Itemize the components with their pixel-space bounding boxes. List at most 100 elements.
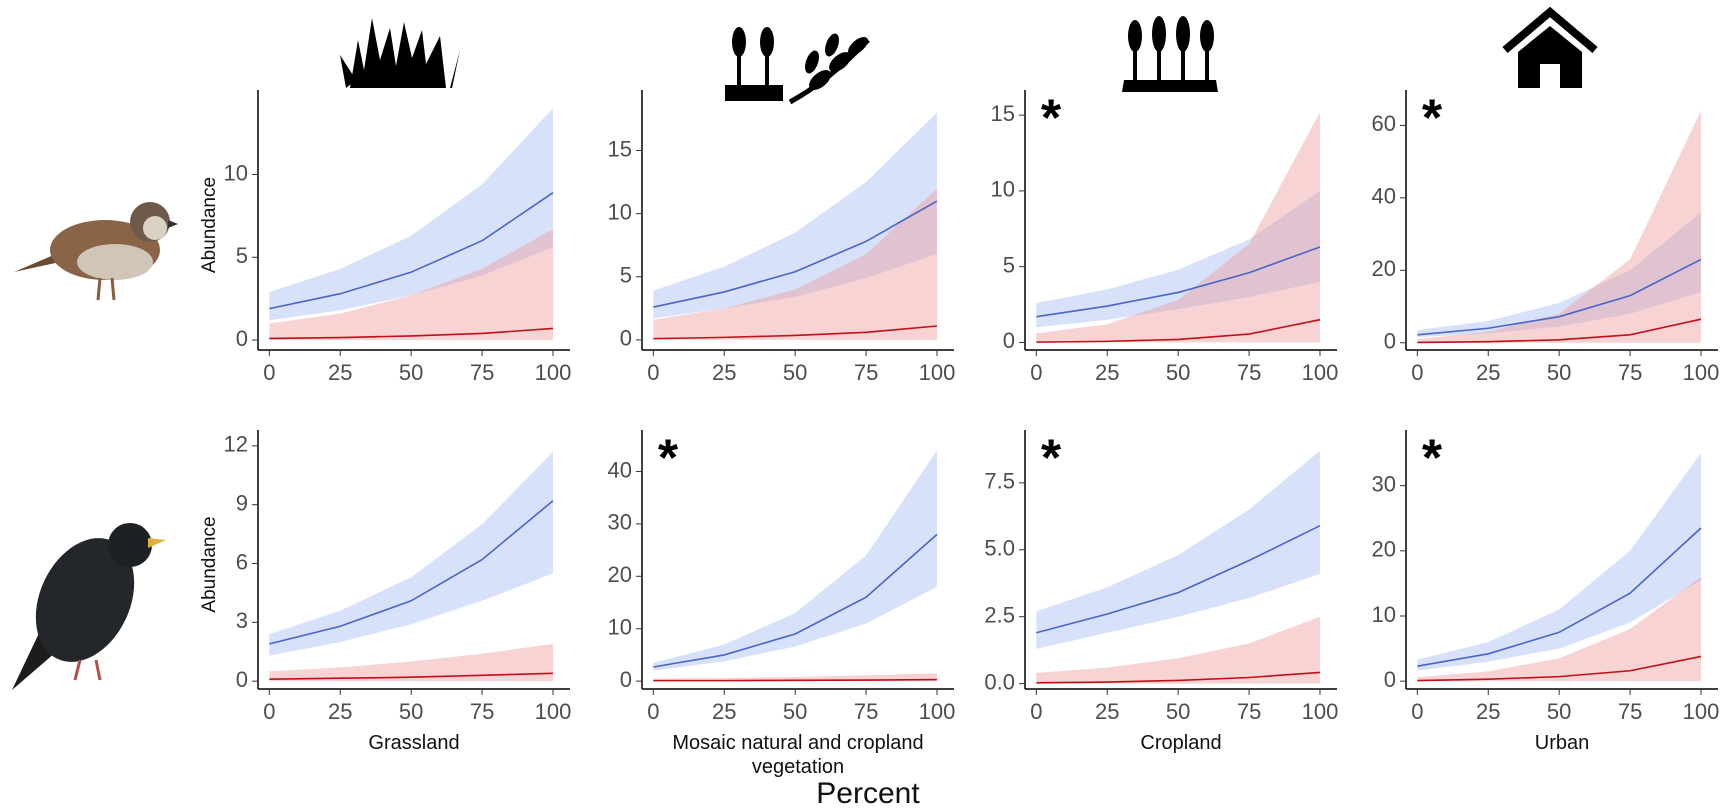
y-tick-label: 0 [620, 667, 632, 692]
x-axis-label: Cropland [1140, 732, 1222, 754]
y-tick-label: 30 [608, 510, 632, 535]
house-icon [1502, 6, 1598, 88]
x-tick-label: 25 [712, 699, 736, 724]
y-tick-label: 2.5 [984, 603, 1015, 628]
x-tick-label: 50 [1166, 360, 1190, 385]
confidence-band [1417, 212, 1701, 338]
fit-line [1417, 318, 1702, 344]
y-tick-label: 60 [1372, 111, 1396, 136]
y-tick-label: 5 [1003, 252, 1015, 277]
confidence-band [653, 112, 937, 319]
sparrow-image [14, 202, 178, 301]
confidence-band [653, 450, 937, 671]
y-tick-label: 5 [236, 243, 248, 268]
x-tick-label: 0 [1411, 360, 1423, 385]
x-tick-label: 75 [1618, 360, 1642, 385]
fit-line [1417, 655, 1702, 682]
x-tick-label: 0 [1411, 699, 1423, 724]
x-tick-label: 50 [783, 699, 807, 724]
y-tick-label: 15 [608, 136, 632, 161]
crop-leaf-icon [725, 27, 870, 105]
fit-line [269, 327, 554, 340]
y-tick-label: 15 [991, 101, 1015, 126]
x-tick-label: 75 [1237, 360, 1261, 385]
x-axis-label: Urban [1534, 732, 1590, 754]
x-tick-label: 100 [535, 699, 572, 724]
y-tick-label: 0 [620, 326, 632, 351]
y-tick-label: 40 [1372, 184, 1396, 209]
y-tick-label: 0 [1384, 667, 1396, 692]
confidence-band [1036, 616, 1320, 684]
x-tick-label: 50 [1547, 699, 1571, 724]
grass-icon [340, 18, 460, 88]
y-tick-label: 0 [1003, 328, 1015, 353]
starling-image [12, 523, 166, 690]
confidence-band [1417, 576, 1701, 682]
x-tick-label: 0 [263, 360, 275, 385]
cropland-icon [1122, 16, 1218, 92]
fit-line [269, 672, 554, 680]
x-tick-label: 75 [1237, 699, 1261, 724]
x-axis-label: Grassland [368, 732, 460, 754]
y-tick-label: 0 [236, 667, 248, 692]
y-axis-title: Abundance [199, 516, 220, 612]
x-tick-label: 100 [1302, 699, 1339, 724]
y-tick-label: 12 [224, 432, 248, 457]
x-tick-label: 0 [1030, 699, 1042, 724]
fit-line [1036, 524, 1321, 634]
y-tick-label: 5 [620, 263, 632, 288]
fit-line [269, 500, 554, 645]
significance-mark: * [1422, 90, 1443, 148]
y-tick-label: 6 [236, 549, 248, 574]
y-tick-label: 0 [236, 326, 248, 351]
fit-line [1036, 318, 1321, 343]
y-tick-label: 30 [1372, 471, 1396, 496]
significance-mark: * [658, 430, 679, 488]
y-tick-label: 10 [991, 177, 1015, 202]
x-tick-label: 25 [328, 699, 352, 724]
y-tick-label: 20 [1372, 256, 1396, 281]
y-tick-label: 5.0 [984, 536, 1015, 561]
y-tick-label: 0.0 [984, 669, 1015, 694]
x-tick-label: 0 [263, 699, 275, 724]
confidence-band [1417, 453, 1701, 671]
fit-line [1417, 258, 1702, 336]
x-tick-label: 100 [919, 360, 956, 385]
x-tick-label: 100 [1302, 360, 1339, 385]
y-axis-title: Abundance [199, 177, 220, 273]
confidence-band [653, 673, 937, 682]
x-tick-label: 75 [470, 360, 494, 385]
fit-line [1417, 527, 1702, 667]
fit-line [653, 678, 937, 682]
x-tick-label: 25 [1476, 360, 1500, 385]
y-tick-label: 20 [608, 562, 632, 587]
confidence-band [269, 643, 553, 682]
x-tick-label: 50 [1166, 699, 1190, 724]
fit-line [653, 533, 938, 668]
confidence-band [269, 451, 553, 656]
x-tick-label: 50 [783, 360, 807, 385]
x-tick-label: 25 [712, 360, 736, 385]
y-tick-label: 9 [236, 491, 248, 516]
x-tick-label: 50 [1547, 360, 1571, 385]
y-tick-label: 7.5 [984, 469, 1015, 494]
confidence-band [1417, 110, 1701, 343]
y-tick-label: 10 [608, 615, 632, 640]
significance-mark: * [1041, 430, 1062, 488]
x-tick-label: 100 [535, 360, 572, 385]
x-axis-label: Mosaic natural and cropland vegetation [672, 732, 924, 778]
x-tick-label: 25 [328, 360, 352, 385]
x-axis-title: Percent [816, 777, 920, 808]
x-tick-label: 0 [647, 360, 659, 385]
x-tick-label: 75 [854, 360, 878, 385]
x-tick-label: 100 [1683, 360, 1720, 385]
fit-line [653, 200, 938, 308]
x-tick-label: 75 [854, 699, 878, 724]
x-tick-label: 25 [1095, 699, 1119, 724]
fit-line [1036, 246, 1321, 318]
x-tick-label: 25 [1476, 699, 1500, 724]
fit-line [1036, 671, 1321, 684]
x-tick-label: 0 [1030, 360, 1042, 385]
confidence-band [1036, 450, 1320, 649]
